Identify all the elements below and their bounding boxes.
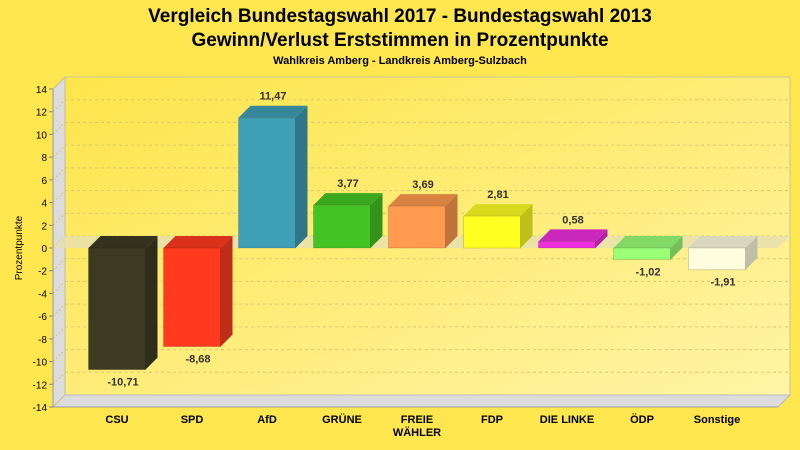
- y-tick-label: 8: [41, 153, 47, 164]
- x-tick-label: SPD: [181, 414, 204, 426]
- bar-sonstige: [688, 247, 746, 271]
- data-label: -1,91: [710, 277, 735, 289]
- plot-floor: [51, 394, 792, 408]
- y-axis-label: Prozentpunkte: [14, 215, 25, 280]
- grid-line-side: [52, 144, 66, 158]
- bar-side: [295, 105, 308, 248]
- grid-line-side: [52, 371, 66, 385]
- grid-line-side: [52, 212, 66, 226]
- grid-line-side: [52, 122, 66, 135]
- y-tick-label: -6: [38, 312, 47, 323]
- bar-spd: [163, 247, 221, 348]
- data-label: 3,77: [337, 178, 358, 190]
- grid-line-side: [52, 281, 66, 294]
- bar-csu: [88, 247, 146, 371]
- grid-line-side: [52, 303, 66, 317]
- bar-afd: [238, 117, 296, 249]
- grid-line-side: [52, 394, 66, 408]
- bar-side: [745, 236, 758, 270]
- bar-side: [445, 194, 458, 248]
- y-tick-label: -12: [33, 380, 48, 391]
- data-label: -10,71: [107, 377, 138, 389]
- y-tick-label: 4: [41, 199, 47, 210]
- bar-side: [670, 236, 683, 260]
- y-tick-label: 6: [41, 176, 47, 187]
- bar-top: [688, 236, 758, 248]
- data-label: -1,02: [635, 267, 660, 279]
- bar-top: [163, 236, 233, 248]
- chart-region: Wahlkreis Amberg - Landkreis Amberg-Sulz…: [273, 55, 527, 67]
- grid-line-side: [52, 349, 66, 362]
- data-label: 2,81: [487, 189, 508, 201]
- chart-subtitle: Gewinn/Verlust Erststimmen in Prozentpun…: [191, 30, 608, 51]
- bar-grüne: [313, 204, 371, 249]
- bar-top: [613, 236, 683, 248]
- x-tick-label: FREIE WÄHLER: [393, 414, 441, 439]
- bar-die-linke: [538, 240, 596, 249]
- grid-line-side: [52, 167, 66, 181]
- bar-side: [145, 236, 158, 370]
- bar-side: [520, 204, 533, 248]
- y-tick-label: 0: [41, 244, 47, 255]
- bar-top: [538, 229, 608, 242]
- x-tick-label: DIE LINKE: [540, 414, 594, 426]
- x-tick-label: Sonstige: [694, 414, 740, 426]
- y-tick-label: 10: [36, 130, 48, 141]
- bar-top: [238, 105, 308, 118]
- bar-side: [370, 193, 383, 248]
- bar-side: [220, 236, 233, 347]
- y-tick-label: -8: [38, 335, 47, 346]
- bar-ödp: [613, 247, 671, 261]
- x-tick-label: GRÜNE: [322, 413, 362, 426]
- data-label: 3,69: [412, 179, 433, 191]
- bar-top: [388, 194, 458, 207]
- grid-line-side: [52, 326, 66, 340]
- y-tick-label: -4: [38, 289, 47, 300]
- bar-top: [88, 236, 158, 248]
- x-tick-label: FDP: [481, 414, 503, 426]
- bar-top: [463, 204, 533, 217]
- grid-line-side: [52, 76, 66, 90]
- y-tick-label: -2: [38, 267, 47, 278]
- bar-top: [313, 193, 383, 206]
- y-tick-label: -10: [33, 358, 48, 369]
- x-tick-label: ÖDP: [630, 413, 654, 426]
- grid-line-side: [52, 190, 66, 203]
- data-label: 0,58: [562, 214, 583, 226]
- x-tick-label: AfD: [257, 414, 277, 426]
- x-tick-label: CSU: [105, 414, 128, 426]
- grid-line-side: [52, 258, 66, 272]
- bar-fdp: [463, 215, 521, 249]
- grid-line-side: [52, 99, 66, 113]
- y-tick-label: -14: [33, 403, 48, 414]
- bar-side: [595, 229, 608, 248]
- bar-freie-wähler: [388, 205, 446, 249]
- y-tick-label: 14: [36, 85, 48, 96]
- data-label: -8,68: [185, 354, 210, 366]
- y-tick-label: 2: [41, 221, 47, 232]
- y-tick-label: 12: [36, 108, 48, 119]
- chart-title: Vergleich Bundestagswahl 2017 - Bundesta…: [148, 6, 652, 27]
- data-label: 11,47: [260, 91, 287, 103]
